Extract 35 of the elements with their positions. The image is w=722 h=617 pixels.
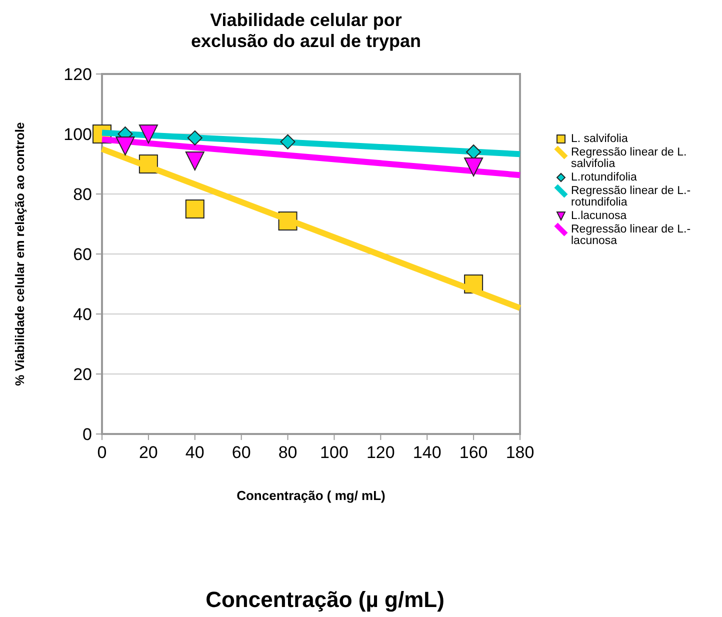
- point: [466, 144, 482, 160]
- point: [464, 158, 484, 176]
- x-tick-label: 100: [320, 443, 348, 462]
- legend-label: L. salvifolia: [571, 133, 628, 145]
- x-tick-label: 140: [412, 443, 442, 462]
- y-tick-label: 80: [73, 184, 92, 204]
- legend-label: Regressão linear de L.-lacunosa: [571, 224, 691, 247]
- x-tick-label: 40: [185, 443, 204, 462]
- x-tick-label: 80: [278, 443, 298, 462]
- x-tick-label: 60: [232, 443, 251, 462]
- y-tick-label: 20: [73, 364, 92, 384]
- x-tick-label: 0: [97, 443, 107, 462]
- x-tick-label: 180: [506, 443, 534, 462]
- legend-label: L.lacunosa: [571, 210, 628, 222]
- legend-label: Regressão linear de L. salvifolia: [571, 146, 687, 170]
- y-tick-label: 0: [82, 424, 92, 444]
- point: [185, 200, 204, 218]
- point: [116, 136, 135, 156]
- point: [185, 152, 204, 170]
- x-tick-label: 120: [366, 443, 395, 462]
- y-tick-label: 40: [73, 304, 92, 324]
- legend-label: L.rotundifolia: [571, 172, 638, 184]
- x-tick-label: 20: [138, 443, 158, 462]
- legend-label: Regressão linear de L.-rotundifolia: [571, 185, 691, 208]
- y-tick-label: 100: [64, 124, 92, 144]
- x-tick-label: 160: [459, 443, 488, 462]
- chart-title: Viabilidade celular por exclusão do azul de trypan: [190, 10, 422, 51]
- text: Concentração (µ g/mL): [206, 587, 444, 612]
- y-tick-label: 60: [73, 244, 92, 264]
- point: [138, 124, 158, 144]
- point: [187, 130, 202, 146]
- x-axis-title: Concentração ( mg/ mL): [236, 488, 386, 503]
- point: [280, 134, 296, 150]
- y-tick-label: 120: [64, 64, 92, 84]
- y-axis-title: % Viabilidade celular em relação ao controle: [13, 122, 27, 386]
